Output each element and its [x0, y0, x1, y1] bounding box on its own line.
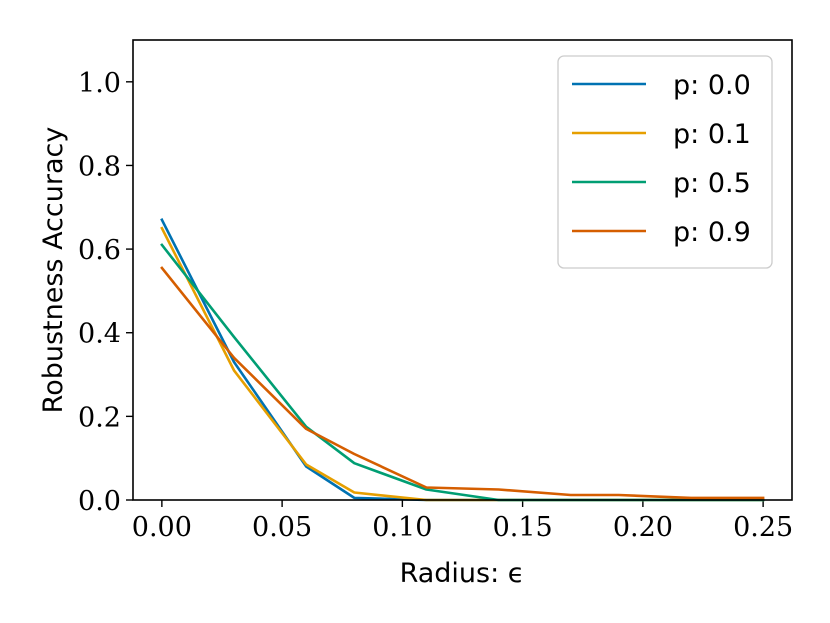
x-tick-label: 0.05 [252, 512, 312, 543]
series-line-3 [160, 266, 765, 500]
x-tick-label: 0.15 [493, 512, 553, 543]
series-line-1 [160, 226, 765, 502]
series-line-2 [160, 243, 765, 502]
y-tick-label: 0.4 [78, 319, 121, 350]
y-tick-label: 0.8 [78, 151, 121, 182]
legend-label: p: 0.5 [673, 168, 751, 199]
x-tick-label: 0.20 [613, 512, 673, 543]
x-tick-label: 0.00 [132, 512, 192, 543]
x-axis-label: Radius: ϵ [400, 558, 525, 589]
x-tick-label: 0.10 [372, 512, 432, 543]
y-tick-label: 0.2 [78, 402, 121, 433]
legend-label: p: 0.0 [673, 70, 751, 101]
legend-box [557, 55, 773, 269]
x-tick-label: 0.25 [733, 512, 793, 543]
y-tick-label: 1.0 [78, 68, 121, 99]
y-axis-label: Robustness Accuracy [38, 127, 69, 414]
ticks-layer: 0.00 0.05 0.10 0.15 0.20 0.25 0.0 0.2 0.4 0.6 0.8 1… [78, 68, 793, 543]
legend: p: 0.0 p: 0.1 p: 0.5 p: 0.9 [557, 55, 773, 269]
plot-frame [132, 39, 793, 501]
y-tick-label: 0.0 [78, 486, 121, 517]
legend-label: p: 0.9 [673, 217, 751, 248]
legend-label: p: 0.1 [673, 119, 751, 150]
y-tick-label: 0.6 [78, 235, 121, 266]
